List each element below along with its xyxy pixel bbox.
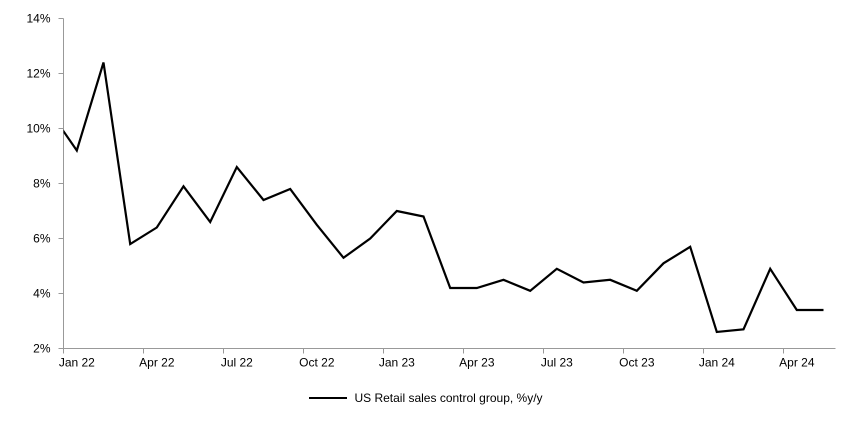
y-axis-tick-label: 6% — [33, 232, 51, 246]
y-axis-tick-label: 8% — [33, 177, 51, 191]
y-axis-tick-label: 12% — [26, 67, 50, 81]
y-axis-tick-label: 10% — [26, 122, 50, 136]
x-axis-tick-label: Jan 23 — [379, 356, 415, 370]
x-axis-tick-label: Oct 22 — [299, 356, 335, 370]
legend-label: US Retail sales control group, %y/y — [354, 391, 543, 405]
x-axis-tick-label: Apr 24 — [779, 356, 815, 370]
x-axis-tick-label: Apr 23 — [459, 356, 495, 370]
x-axis-tick-label: Apr 22 — [139, 356, 175, 370]
x-axis-tick-label: Jan 22 — [59, 356, 95, 370]
x-axis-tick-label: Jan 24 — [699, 356, 735, 370]
y-axis-tick-label: 14% — [26, 12, 50, 26]
x-axis-tick-label: Jul 23 — [541, 356, 573, 370]
legend: US Retail sales control group, %y/y — [0, 390, 852, 406]
x-axis-tick-label: Oct 23 — [619, 356, 655, 370]
y-axis-tick-label: 4% — [33, 287, 51, 301]
legend-line-sample — [309, 397, 348, 399]
x-axis-tick-label: Jul 22 — [221, 356, 253, 370]
y-axis-tick-label: 2% — [33, 342, 51, 356]
series-line-us-retail-control — [63, 62, 824, 334]
